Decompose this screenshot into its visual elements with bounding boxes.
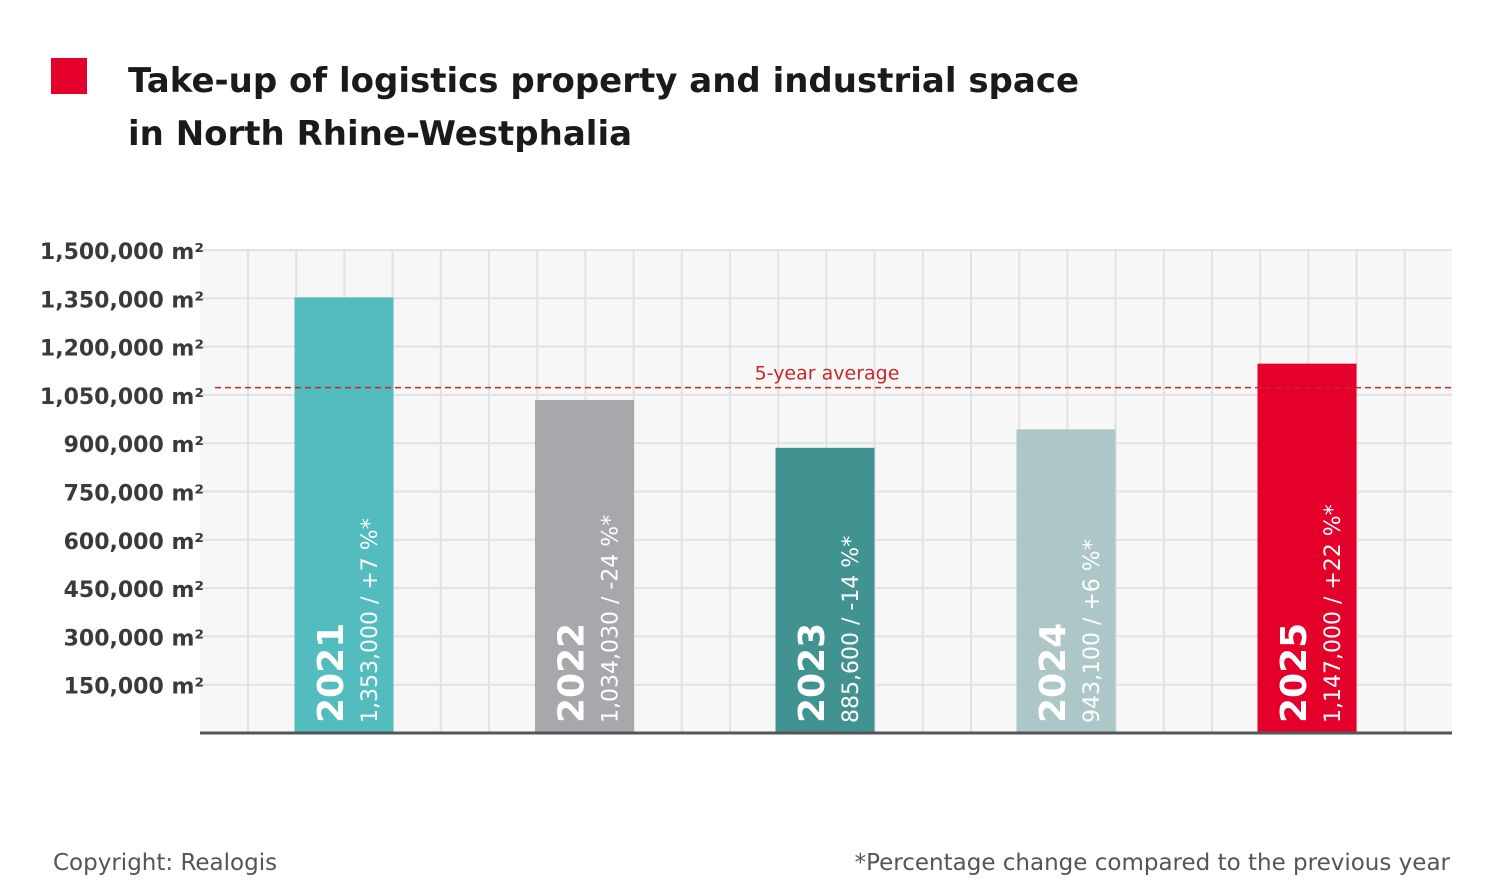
- y-tick-label: 300,000 m²: [64, 626, 204, 651]
- y-tick-label: 1,350,000 m²: [40, 288, 204, 313]
- chart-title: Take-up of logistics property and indust…: [128, 55, 1228, 161]
- bar-year-label: 2023: [792, 623, 833, 723]
- copyright-text: Copyright: Realogis: [53, 850, 278, 876]
- bars: 2021 1,353,000 / +7 %* 2022 1,034,030 / -24…: [294, 297, 1357, 733]
- bar-2023: [775, 447, 875, 733]
- bar-2021: [294, 297, 394, 733]
- average-line-label: 5-year average: [755, 363, 900, 385]
- bar-value-label: 1,147,000 / +22 %*: [1321, 504, 1346, 723]
- y-tick-label: 450,000 m²: [64, 578, 204, 603]
- title-line-1: Take-up of logistics property and indust…: [128, 61, 1080, 101]
- bar-year-label: 2025: [1274, 623, 1315, 723]
- y-tick-label: 600,000 m²: [64, 530, 204, 555]
- title-marker-square: [51, 58, 87, 94]
- bar-year-label: 2021: [311, 623, 352, 723]
- bar-value-label: 885,600 / -14 %*: [839, 536, 864, 723]
- y-tick-label: 1,500,000 m²: [40, 240, 204, 265]
- y-tick-label: 1,200,000 m²: [40, 337, 204, 362]
- y-tick-label: 900,000 m²: [64, 433, 204, 458]
- y-axis-labels: 150,000 m² 300,000 m² 450,000 m² 600,000 m²…: [40, 240, 204, 700]
- bar-value-label: 943,100 / +6 %*: [1080, 539, 1105, 723]
- bar-value-label: 1,034,030 / -24 %*: [599, 515, 624, 723]
- bar-year-label: 2022: [552, 623, 593, 723]
- footnote-text: *Percentage change compared to the previ…: [854, 850, 1450, 876]
- bar-2025: [1257, 363, 1357, 733]
- y-tick-label: 750,000 m²: [64, 482, 204, 507]
- bar-2022: [535, 400, 634, 733]
- average-line-group: 5-year average: [215, 363, 1452, 389]
- title-line-2: in North Rhine-Westphalia: [128, 114, 633, 154]
- bar-2024: [1016, 429, 1116, 733]
- y-tick-label: 1,050,000 m²: [40, 385, 204, 410]
- bar-value-label: 1,353,000 / +7 %*: [358, 518, 383, 723]
- bar-year-label: 2024: [1033, 623, 1074, 723]
- y-tick-label: 150,000 m²: [64, 675, 204, 700]
